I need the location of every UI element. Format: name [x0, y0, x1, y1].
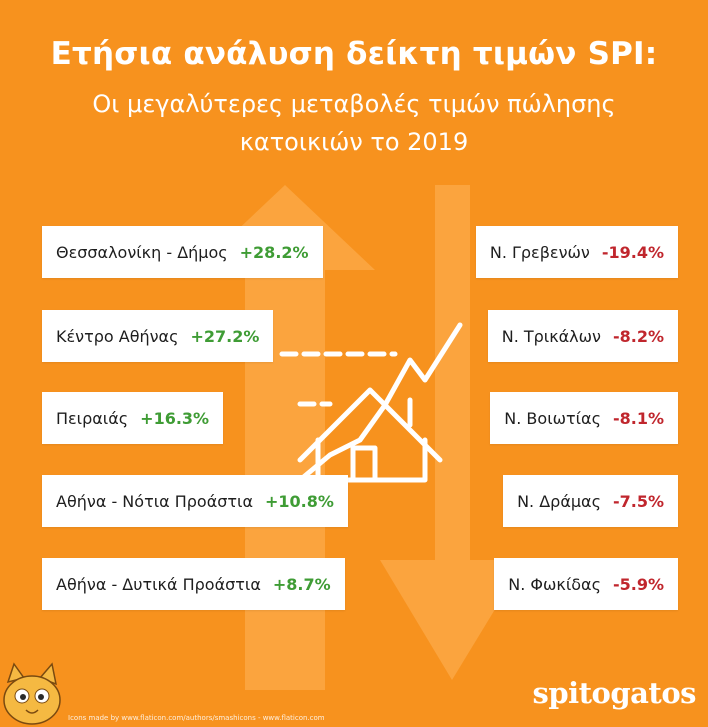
cat-mascot-icon [3, 662, 61, 725]
decrease-value: -7.5% [612, 491, 664, 511]
page-subtitle-line-2: κατοικιών το 2019 [239, 128, 469, 156]
brand-logo: spitogatos [532, 676, 697, 710]
increase-card: Αθήνα - Δυτικά Προάστια +8.7% [42, 558, 345, 610]
region-label: Ν. Δράμας [517, 491, 601, 511]
region-label: Αθήνα - Νότια Προάστια [56, 491, 253, 511]
decrease-card: Ν. Βοιωτίας -8.1% [490, 392, 678, 444]
region-label: Αθήνα - Δυτικά Προάστια [56, 574, 261, 594]
decrease-card: Ν. Φωκίδας -5.9% [494, 558, 678, 610]
region-label: Ν. Φωκίδας [508, 574, 601, 594]
increase-card: Κέντρο Αθήνας +27.2% [42, 310, 274, 362]
page-title: Ετήσια ανάλυση δείκτη τιμών SPI: [50, 36, 658, 72]
region-label: Ν. Γρεβενών [489, 242, 590, 262]
decrease-card: Ν. Γρεβενών -19.4% [475, 226, 678, 278]
decrease-value: -8.1% [612, 408, 664, 428]
region-label: Θεσσαλονίκη - Δήμος [56, 242, 228, 262]
region-label: Ν. Τρικάλων [501, 326, 601, 346]
decrease-card: Ν. Τρικάλων -8.2% [487, 310, 678, 362]
decrease-value: -5.9% [612, 574, 664, 594]
decrease-value: -8.2% [612, 326, 664, 346]
increase-value: +10.8% [265, 491, 334, 511]
increase-value: +28.2% [239, 242, 309, 262]
down-arrow-shape [380, 185, 525, 680]
increase-value: +16.3% [140, 408, 210, 428]
page-subtitle-line-1: Οι μεγαλύτερες μεταβολές τιμών πώλησης [92, 90, 616, 118]
region-label: Ν. Βοιωτίας [504, 408, 601, 428]
increase-card: Αθήνα - Νότια Προάστια +10.8% [42, 475, 348, 527]
icon-credit: Icons made by www.flaticon.com/authors/s… [68, 714, 325, 722]
increase-card: Θεσσαλονίκη - Δήμος +28.2% [42, 226, 323, 278]
decrease-card: Ν. Δράμας -7.5% [503, 475, 678, 527]
decrease-value: -19.4% [601, 242, 664, 262]
region-label: Κέντρο Αθήνας [56, 326, 179, 346]
increase-value: +8.7% [272, 574, 331, 594]
region-label: Πειραιάς [56, 408, 129, 428]
increase-value: +27.2% [190, 326, 260, 346]
increase-card: Πειραιάς +16.3% [42, 392, 224, 444]
up-arrow-shape [195, 185, 375, 690]
